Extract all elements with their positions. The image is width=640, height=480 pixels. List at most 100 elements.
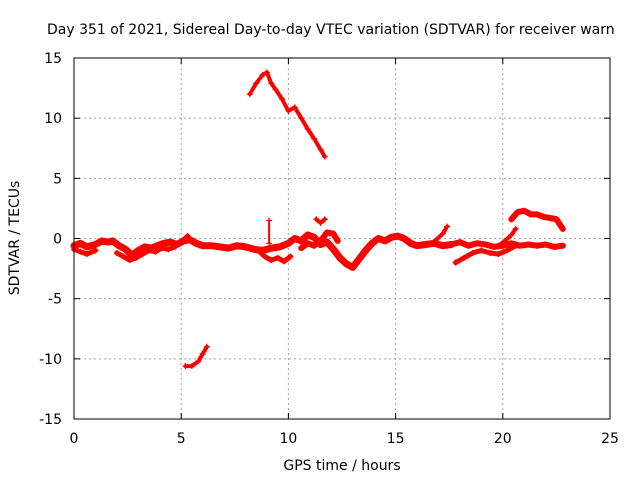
y-tick-label: -10 [39,352,62,368]
data-point [122,246,129,253]
data-point [553,216,560,223]
data-point [334,237,341,244]
data-point [559,225,566,232]
series-track-dip-9 [255,247,294,265]
x-tick-label: 0 [70,431,79,447]
data-point [495,251,502,258]
data-point [501,237,508,244]
data-point [116,242,123,249]
data-point [407,240,414,247]
data-point [291,104,298,111]
x-tick-labels: 0 5 10 15 20 25 [70,431,619,447]
data-point [439,242,446,249]
data-point [426,241,433,248]
data-point [388,234,395,241]
data-point [259,71,266,78]
data-point [559,242,566,249]
data-point [139,251,146,258]
data-point [546,215,553,222]
data-point [178,239,185,246]
series-line [71,246,98,257]
data-point [193,240,200,247]
data-point [508,231,515,238]
data-point [158,245,165,252]
data-point [203,343,210,350]
data-point [317,219,324,226]
data-point [313,216,320,223]
data-point [188,363,195,370]
data-point [465,242,472,249]
data-point [186,236,193,243]
data-point [317,146,324,153]
data-point [141,243,148,250]
data-point [321,216,328,223]
data-point [486,249,493,256]
data-point [182,363,189,370]
data-point [274,254,281,261]
data-point [491,243,498,250]
data-point [276,243,283,250]
series-track-loop-11 [298,229,341,252]
y-tick-labels: -15 -10 -5 0 5 10 15 [39,51,62,428]
data-point [92,247,99,254]
series-track-rise-17 [426,223,451,248]
y-tick-label: -5 [48,292,62,308]
series-track-low-isolated [182,343,210,370]
data-point [272,86,279,93]
series-track-main-b [448,239,566,250]
data-point [495,242,502,249]
data-point [281,258,288,265]
data-point [298,115,305,122]
data-point [291,235,298,242]
data-point [304,125,311,132]
data-point [268,80,275,87]
grid [74,58,610,419]
y-tick-label: 15 [44,51,62,67]
data-point [278,95,285,102]
data-point [109,237,116,244]
data-point [225,245,232,252]
data-point [448,241,455,248]
data-point [133,254,140,261]
data-point [246,91,253,98]
data-point [514,209,521,216]
x-tick-label: 15 [387,431,405,447]
data-point [77,240,84,247]
data-point [152,248,159,255]
y-tick-label: 10 [44,111,62,127]
data-point [161,240,168,247]
chart-title: Day 351 of 2021, Sidereal Day-to-day VTE… [47,22,615,38]
data-point [113,249,120,256]
data-point [167,239,174,246]
x-tick-label: 25 [601,431,619,447]
data-point [311,234,318,241]
data-point [381,237,388,244]
data-point [165,246,172,253]
data-point [120,253,127,260]
data-point [253,80,260,87]
data-point [452,259,459,266]
data-point [311,242,318,249]
data-point [304,240,311,247]
data-point [184,233,191,240]
data-point [469,249,476,256]
x-tick-label: 20 [494,431,512,447]
data-point [199,242,206,249]
data-point [508,216,515,223]
series-line [247,70,327,159]
data-point [92,241,99,248]
data-point [285,107,292,114]
data-point [268,257,275,264]
series-line [427,224,450,247]
data-point [433,236,440,243]
data-point [527,211,534,218]
x-tick-label: 10 [279,431,297,447]
data-point [311,135,318,142]
series-line [255,248,293,264]
data-point [336,254,343,261]
data-point [369,240,376,247]
data-point [534,211,541,218]
data-point [266,217,273,224]
data-point [255,247,262,254]
plot-area [70,69,566,370]
